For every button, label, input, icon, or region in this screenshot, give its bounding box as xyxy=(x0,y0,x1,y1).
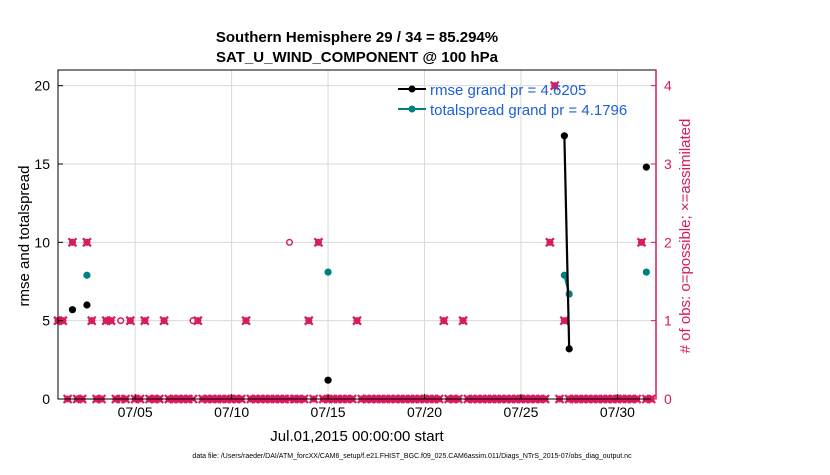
x-tick-label: 07/10 xyxy=(214,404,249,420)
obs-assimilated-point xyxy=(140,315,150,326)
rmse-point xyxy=(560,132,568,140)
obs-assimilated-core xyxy=(195,318,201,323)
obs-assimilated-core xyxy=(243,318,249,323)
legend-rmse-marker-icon xyxy=(408,85,416,93)
y-tick-label-right: 3 xyxy=(664,156,672,172)
legend-spread-label: totalspread grand pr = 4.1796 xyxy=(430,102,627,119)
obs-assimilated-core xyxy=(89,318,94,323)
rmse-point xyxy=(642,163,650,171)
y-tick-label-right: 0 xyxy=(664,391,672,407)
y-tick-label-left: 10 xyxy=(34,234,50,250)
legend: rmse grand pr = 4.6205 totalspread grand… xyxy=(398,82,627,119)
obs-assimilated-core xyxy=(104,318,109,323)
obs-assimilated-point xyxy=(106,315,116,326)
rmse-point xyxy=(68,306,77,314)
obs-possible-point xyxy=(285,238,294,246)
obs-assimilated-core xyxy=(306,318,311,323)
obs-assimilated-point xyxy=(86,315,97,326)
obs-assimilated-point xyxy=(545,237,555,248)
y-tick-label-right: 1 xyxy=(664,313,672,329)
y-tick-label-right: 4 xyxy=(664,78,672,94)
obs-assimilated-point xyxy=(303,315,314,326)
y-tick-label-left: 15 xyxy=(34,156,50,172)
footer-data-file: data file: /Users/raeder/DAI/ATM_forcXX/… xyxy=(192,453,632,460)
obs-assimilated-point xyxy=(458,315,468,326)
y-tick-label-right: 2 xyxy=(664,234,672,250)
totalspread-point xyxy=(83,271,91,279)
legend-spread-marker-icon xyxy=(408,105,416,113)
totalspread-point xyxy=(324,268,332,276)
y-tick-label-left: 0 xyxy=(42,391,50,407)
totalspread-point xyxy=(560,271,568,279)
obs-assimilated-point xyxy=(549,80,560,91)
obs-assimilated-point xyxy=(82,237,92,248)
y-tick-label-left: 20 xyxy=(34,78,50,94)
chart-subtitle: SAT_U_WIND_COMPONENT @ 100 hPa xyxy=(216,49,499,66)
obs-assimilated-point xyxy=(636,237,647,248)
obs-assimilated-point xyxy=(352,315,362,326)
obs-assimilated-core xyxy=(84,240,90,245)
obs-assimilated-core xyxy=(639,240,644,245)
rmse-point xyxy=(324,376,332,384)
obs-assimilated-core xyxy=(161,318,167,323)
obs-assimilated-point xyxy=(67,237,78,248)
chart-title: Southern Hemisphere 29 / 34 = 85.294% xyxy=(216,29,498,46)
obs-assimilated-point xyxy=(193,315,203,326)
x-tick-label: 07/25 xyxy=(503,404,538,420)
obs-assimilated-point xyxy=(241,315,251,326)
obs-assimilated-point xyxy=(125,315,136,326)
obs-assimilated-core xyxy=(316,240,321,245)
obs-assimilated-core xyxy=(460,318,466,323)
rmse-segment xyxy=(563,135,571,349)
legend-rmse-label: rmse grand pr = 4.6205 xyxy=(430,82,586,99)
x-axis-label: Jul.01,2015 00:00:00 start xyxy=(270,428,444,445)
x-tick-label: 07/15 xyxy=(311,404,346,420)
x-tick-label: 07/30 xyxy=(600,404,635,420)
obs-assimilated-point xyxy=(559,315,570,326)
obs-assimilated-core xyxy=(547,240,553,245)
obs-assimilated-core xyxy=(441,318,447,323)
obs-assimilated-point xyxy=(159,315,169,326)
obs-assimilated-point xyxy=(439,315,449,326)
x-tick-label: 07/05 xyxy=(118,404,153,420)
y-axis-label-left: rmse and totalspread xyxy=(16,166,33,307)
obs-assimilated-core xyxy=(552,83,557,88)
x-tick-label: 07/20 xyxy=(407,404,442,420)
obs-possible-point xyxy=(117,317,125,325)
obs-assimilated-core xyxy=(142,318,148,323)
y-tick-label-left: 5 xyxy=(42,313,50,329)
rmse-point xyxy=(565,345,573,353)
obs-assimilated-core xyxy=(128,318,133,323)
obs-assimilated-core xyxy=(70,240,75,245)
rmse-point xyxy=(83,301,91,309)
axis-layer: 07/05 07/10 07/15 07/20 07/25 07/30 0 5 10 15 20 0 1… xyxy=(34,70,672,420)
obs-assimilated-core xyxy=(562,318,567,323)
obs-assimilated-core xyxy=(108,318,114,323)
obs-assimilated-point xyxy=(313,237,324,248)
y-axis-label-right: # of obs: o=possible; ×=assimilated xyxy=(677,119,694,354)
totalspread-point xyxy=(565,290,573,298)
totalspread-point xyxy=(642,268,650,276)
obs-assimilated-core xyxy=(354,318,360,323)
